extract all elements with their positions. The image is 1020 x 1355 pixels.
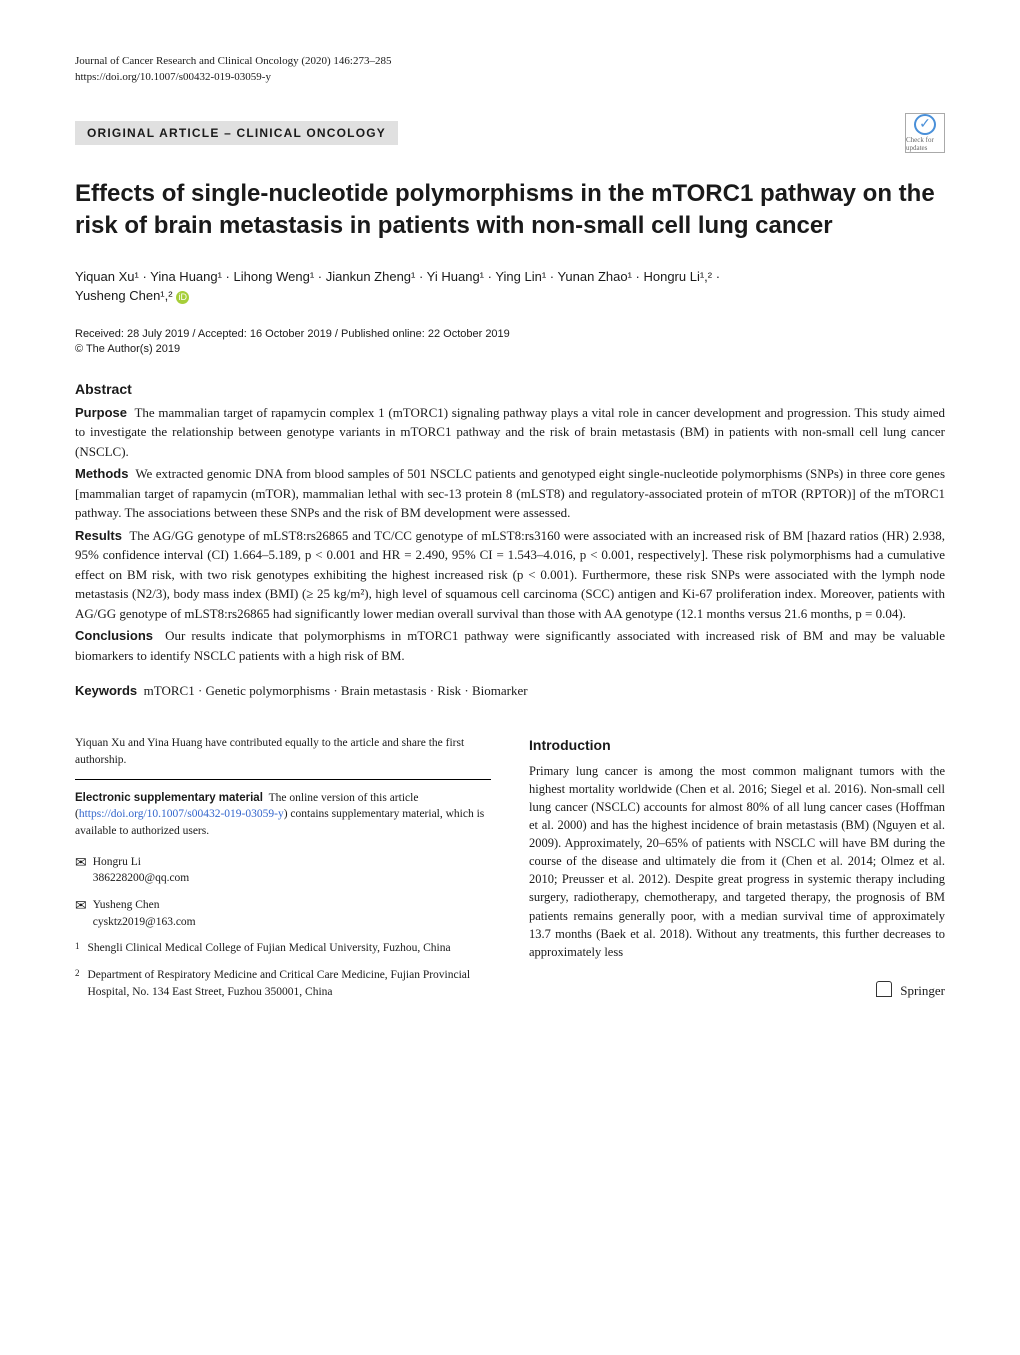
envelope-icon: ✉ — [75, 854, 87, 887]
check-updates-icon: ✓ — [914, 114, 936, 135]
methods-label: Methods — [75, 466, 128, 481]
article-category-tag: ORIGINAL ARTICLE – CLINICAL ONCOLOGY — [75, 121, 398, 145]
introduction-heading: Introduction — [529, 735, 945, 755]
doi-link[interactable]: https://doi.org/10.1007/s00432-019-03059… — [75, 71, 945, 83]
affil-text-1: Department of Respiratory Medicine and C… — [88, 967, 492, 1000]
contribution-note: Yiquan Xu and Yina Huang have contribute… — [75, 735, 491, 779]
esm-link[interactable]: https://doi.org/10.1007/s00432-019-03059… — [79, 808, 284, 820]
conclusions-text: Our results indicate that polymorphisms … — [75, 628, 945, 663]
corr-email-1[interactable]: cysktz2019@163.com — [93, 916, 196, 928]
springer-logo-icon — [876, 981, 894, 1001]
orcid-icon[interactable]: iD — [176, 291, 189, 304]
affil-num-0: 1 — [75, 940, 80, 957]
springer-label: Springer — [900, 982, 945, 1001]
methods-text: We extracted genomic DNA from blood samp… — [75, 466, 945, 520]
corr-email-0[interactable]: 386228200@qq.com — [93, 872, 190, 884]
conclusions-label: Conclusions — [75, 628, 153, 643]
corr-name-1: Yusheng Chen — [93, 899, 160, 911]
purpose-text: The mammalian target of rapamycin comple… — [75, 405, 945, 459]
purpose-label: Purpose — [75, 405, 127, 420]
affil-num-1: 2 — [75, 967, 80, 1000]
abstract-heading: Abstract — [75, 381, 945, 397]
esm-label: Electronic supplementary material — [75, 792, 263, 804]
results-label: Results — [75, 528, 122, 543]
affil-text-0: Shengli Clinical Medical College of Fuji… — [88, 940, 451, 957]
keywords-label: Keywords — [75, 683, 137, 698]
corr-name-0: Hongru Li — [93, 856, 141, 868]
copyright-notice: © The Author(s) 2019 — [75, 343, 945, 355]
envelope-icon: ✉ — [75, 897, 87, 930]
check-updates-label: Check for updates — [906, 136, 944, 152]
journal-reference: Journal of Cancer Research and Clinical … — [75, 55, 391, 67]
check-updates-badge[interactable]: ✓ Check for updates — [905, 113, 945, 153]
results-text: The AG/GG genotype of mLST8:rs26865 and … — [75, 528, 945, 621]
introduction-text: Primary lung cancer is among the most co… — [529, 762, 945, 961]
publication-dates: Received: 28 July 2019 / Accepted: 16 Oc… — [75, 328, 945, 340]
article-title: Effects of single-nucleotide polymorphis… — [75, 178, 945, 243]
authors-line-2: Yusheng Chen¹,² — [75, 288, 173, 303]
keywords-text: mTORC1 · Genetic polymorphisms · Brain m… — [144, 683, 528, 698]
authors-line-1: Yiquan Xu¹ · Yina Huang¹ · Lihong Weng¹ … — [75, 269, 720, 284]
